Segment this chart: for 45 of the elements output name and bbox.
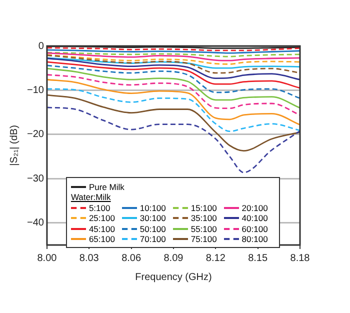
line-series: [46, 58, 300, 80]
legend-label: 30:100: [140, 213, 166, 224]
line-series: [46, 54, 300, 74]
legend-label: 25:100: [88, 213, 115, 224]
legend-label: 50:100: [140, 224, 166, 234]
legend-label: Pure Milk: [88, 182, 124, 192]
line-series: [46, 78, 300, 126]
line-series: [46, 68, 300, 109]
legend-label: 80:100: [242, 234, 268, 245]
x-tick-label: 8.03: [79, 252, 100, 264]
x-tick-label: 8.00: [37, 252, 58, 264]
x-axis-title: Frequency (GHz): [135, 272, 212, 283]
legend-label: 15:100: [190, 202, 217, 214]
y-tick-label: −20: [26, 129, 44, 140]
x-tick-label: 8.18: [290, 252, 310, 264]
legend-label: 35:100: [190, 213, 217, 224]
legend-label: 20:100: [242, 202, 268, 214]
y-tick-label: 0: [38, 40, 44, 52]
line-series: [46, 57, 300, 69]
y-tick-label: −40: [26, 218, 44, 229]
legend-title: Water:Milk: [70, 192, 112, 203]
line-series: [46, 64, 300, 99]
y-tick-label: −10: [26, 84, 44, 96]
x-tick-label: 8.12: [206, 252, 226, 264]
legend-label: 65:100: [88, 234, 115, 245]
line-series: [46, 74, 300, 116]
line-series: [46, 52, 300, 62]
x-tick-label: 8.06: [122, 252, 142, 264]
legend-label: 70:100: [140, 234, 166, 245]
line-series: [46, 61, 300, 89]
legend-label: 40:100: [242, 213, 268, 224]
legend-label: 75:100: [190, 234, 217, 245]
x-tick-label: 8.09: [164, 252, 184, 264]
y-axis-title: |S₂₁| (dB): [8, 125, 20, 166]
legend-label: 10:100: [140, 202, 166, 214]
x-tick-label: 8.15: [248, 252, 268, 264]
line-series: [46, 54, 300, 65]
line-series: [46, 88, 300, 132]
legend-label: 60:100: [242, 224, 268, 234]
line-series: [46, 94, 300, 152]
legend-label: 5:100: [88, 202, 110, 214]
legend-label: 45:100: [88, 224, 115, 234]
line-series: [46, 106, 300, 174]
y-tick-label: −30: [26, 173, 44, 184]
legend-label: 55:100: [190, 224, 217, 234]
